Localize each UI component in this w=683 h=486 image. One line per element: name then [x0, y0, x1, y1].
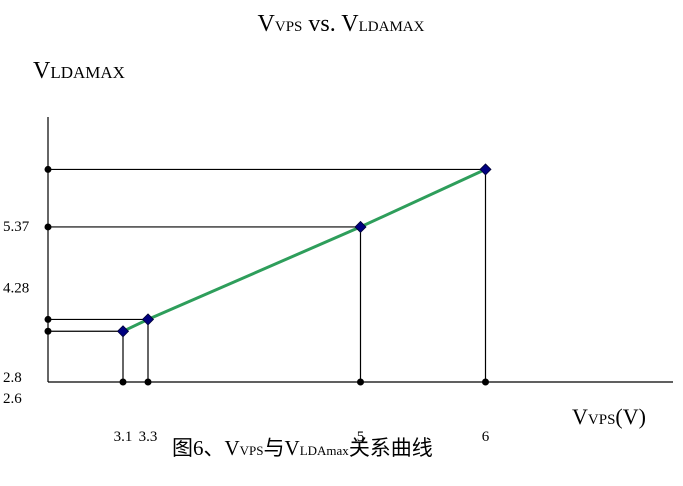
title-mid: vs. V: [302, 11, 359, 37]
x-axis-dot-1: [144, 378, 152, 386]
data-point-1: [141, 313, 155, 326]
y-label-main: V: [33, 58, 51, 84]
markers: [116, 163, 492, 338]
y-axis-dot-3: [44, 165, 52, 173]
data-point-2: [354, 220, 367, 234]
x-tick-labels: 3.1 3.3 5 6: [114, 429, 490, 445]
guide-lines: [44, 165, 489, 386]
x-axis-dot-0: [119, 378, 127, 386]
y-tick-label-0: 4.28: [3, 280, 29, 296]
x-tick-label-0: 3.1: [114, 429, 133, 445]
series-line: [122, 168, 487, 333]
title-main-sub: VPS: [275, 19, 303, 35]
y-tick-label-3: 2.6: [3, 391, 22, 407]
caption-p1: 图6、V: [172, 436, 240, 460]
x-tick-label-1: 3.3: [139, 429, 158, 445]
caption-p3: 关系曲线: [349, 436, 433, 460]
x-label-tail: (V): [615, 404, 646, 429]
y-axis-dot-1: [44, 315, 52, 323]
x-axis-label: VVPS(V): [572, 404, 646, 429]
series-line-group: [122, 168, 487, 333]
y-tick-label-2: 2.8: [3, 370, 22, 386]
caption-s1: VPS: [240, 443, 264, 458]
x-tick-label-3: 6: [482, 429, 490, 445]
data-point-3: [479, 163, 492, 176]
x-axis-dot-2: [357, 378, 364, 386]
caption-p2: 与V: [264, 436, 300, 460]
caption-s2: LDAmax: [300, 443, 350, 458]
x-label-main: V: [572, 404, 588, 429]
chart-title: VVPS vs. VLDAMAX: [258, 11, 425, 37]
x-axis-dot-3: [482, 378, 489, 386]
y-tick-labels: 4.28 5.37 2.8 2.6: [3, 219, 30, 407]
chart-caption: 图6、VVPS与VLDAmax关系曲线: [172, 436, 433, 460]
y-axis-dot-2: [44, 223, 52, 231]
y-label-sub: LDAMAX: [50, 63, 125, 82]
y-axis-label: VLDAMAX: [33, 58, 125, 84]
data-point-0: [116, 325, 130, 338]
title-tail-sub: LDAMAX: [359, 19, 425, 35]
x-tick-label-2: 5: [357, 429, 365, 445]
title-main: V: [258, 11, 276, 37]
x-label-sub: VPS: [588, 412, 616, 428]
y-tick-label-1: 5.37: [3, 219, 30, 235]
y-axis-dot-0: [44, 327, 52, 335]
